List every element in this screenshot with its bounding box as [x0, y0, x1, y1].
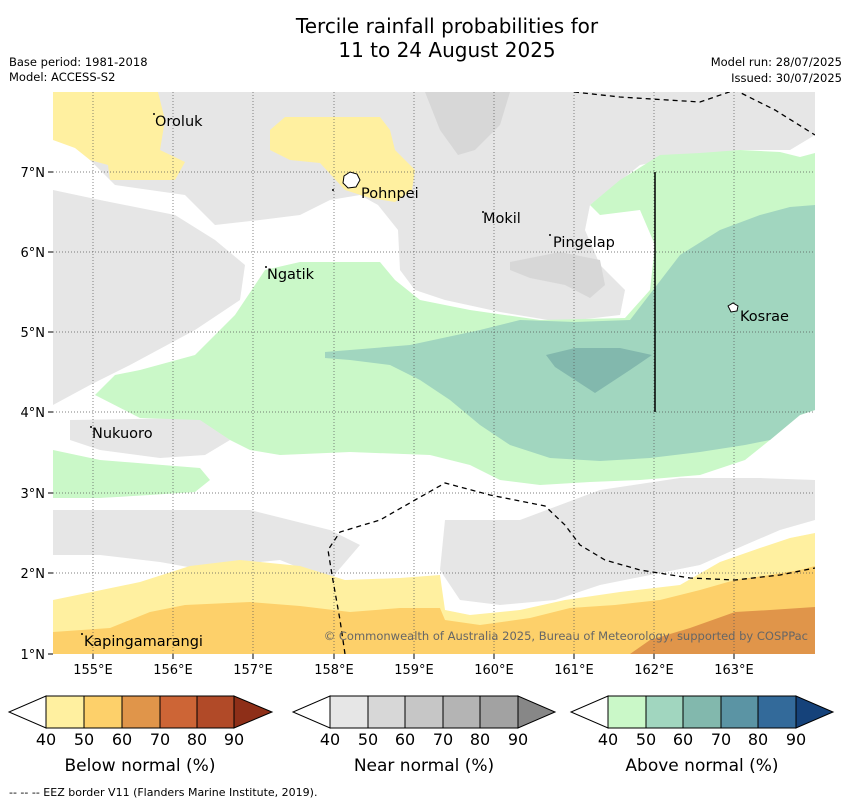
- place-label-pohnpei: Pohnpei: [361, 186, 419, 202]
- model-label: Model: ACCESS-S2: [9, 70, 116, 84]
- cb2-tick-90: 90: [507, 730, 529, 749]
- kosrae-island-outline: [727, 302, 739, 313]
- forecast-map: Oroluk Pohnpei Mokil Pingelap Ngatik Kos…: [21, 92, 815, 678]
- below-normal-region-oroluk: [53, 92, 185, 180]
- place-label-kosrae: Kosrae: [740, 309, 789, 325]
- colorbar-below-normal-swatch-3: [121, 695, 161, 729]
- lat-tick-1n: 1°N: [21, 648, 46, 663]
- lat-tick-2n: 2°N: [21, 567, 46, 582]
- colorbar-near-normal: [291, 695, 557, 729]
- colorbar-near-normal-swatch-2: [367, 695, 406, 729]
- cb2-tick-60: 60: [394, 730, 416, 749]
- above-normal-region-60: [546, 348, 652, 393]
- above-normal-region-west: [53, 450, 210, 498]
- lat-tick-6n: 6°N: [21, 246, 46, 261]
- lon-tick-163: 163°E: [714, 663, 754, 678]
- model-run-label: Model run: 28/07/2025: [710, 55, 842, 69]
- lon-tick-156: 156°E: [153, 663, 193, 678]
- colorbar-above-normal-swatch-2: [645, 695, 684, 729]
- colorbar-below-normal-swatch-1: [45, 695, 85, 729]
- near-normal-region-west: [53, 190, 245, 405]
- copyright-notice: © Commonwealth of Australia 2025, Bureau…: [324, 629, 808, 643]
- place-label-pingelap: Pingelap: [553, 235, 615, 251]
- place-label-oroluk: Oroluk: [155, 114, 203, 130]
- cb2-tick-50: 50: [357, 730, 379, 749]
- below-normal-region-south-50: [53, 566, 815, 654]
- colorbar-near-normal-swatch-4: [442, 695, 481, 729]
- lon-tick-161: 161°E: [554, 663, 594, 678]
- probability-fields: [53, 92, 815, 654]
- colorbar-below-normal-swatch-2: [83, 695, 123, 729]
- lat-tick-5n: 5°N: [21, 326, 46, 341]
- lon-tick-157: 157°E: [233, 663, 273, 678]
- colorbar-below-normal-label: Below normal (%): [64, 756, 216, 776]
- colorbar-above-normal-swatch-1: [607, 695, 647, 729]
- cb2-tick-40: 40: [319, 730, 341, 749]
- near-normal-region-north: [53, 92, 815, 322]
- colorbar-above-normal: [569, 695, 835, 729]
- colorbar-below-normal-swatch-4: [159, 695, 198, 729]
- colorbar-near-normal-swatch-5: [479, 695, 519, 729]
- cb3-tick-40: 40: [597, 730, 619, 749]
- lat-tick-7n: 7°N: [21, 166, 46, 181]
- island-dots: [81, 113, 551, 635]
- colorbar-near-normal-swatch-3: [404, 695, 444, 729]
- cb1-tick-90: 90: [223, 730, 245, 749]
- colorbar-near-normal-label: Near normal (%): [353, 756, 495, 776]
- title-line-2: 11 to 24 August 2025: [338, 38, 556, 62]
- colorbar-below-normal-swatch-5: [196, 695, 235, 729]
- place-label-ngatik: Ngatik: [267, 267, 315, 283]
- title-line-1: Tercile rainfall probabilities for: [295, 14, 599, 38]
- cb1-tick-70: 70: [149, 730, 171, 749]
- cb1-tick-80: 80: [186, 730, 208, 749]
- eez-footnote: -- -- -- EEZ border V11 (Flanders Marine…: [9, 786, 318, 799]
- graticule: [53, 92, 815, 654]
- pohnpei-island-outline: [342, 171, 361, 189]
- lon-tick-159: 159°E: [394, 663, 434, 678]
- lat-tick-4n: 4°N: [21, 406, 46, 421]
- place-label-nukuoro: Nukuoro: [92, 426, 153, 442]
- lat-tick-3n: 3°N: [21, 487, 46, 502]
- lon-tick-162: 162°E: [634, 663, 674, 678]
- cb1-tick-60: 60: [111, 730, 133, 749]
- cb3-tick-60: 60: [672, 730, 694, 749]
- near-normal-region-darker-1: [425, 92, 510, 155]
- cb3-tick-80: 80: [747, 730, 769, 749]
- colorbar-above-normal-swatch-3: [682, 695, 722, 729]
- colorbar-above-normal-swatch-5: [757, 695, 797, 729]
- near-normal-region-south: [53, 510, 360, 580]
- colorbar-above-normal-swatch-6: [795, 695, 835, 729]
- place-label-kapingamarangi: Kapingamarangi: [84, 634, 203, 650]
- near-normal-region-darker-2: [510, 252, 605, 298]
- below-normal-region-pohnpei: [270, 117, 415, 202]
- colorbar-near-normal-swatch-6: [517, 695, 557, 729]
- cb3-tick-70: 70: [710, 730, 732, 749]
- lon-tick-160: 160°E: [474, 663, 514, 678]
- cb3-tick-50: 50: [635, 730, 657, 749]
- base-period-label: Base period: 1981-2018: [9, 55, 148, 69]
- cb2-tick-80: 80: [469, 730, 491, 749]
- below-normal-region-south-60: [630, 607, 815, 654]
- lon-tick-158: 158°E: [314, 663, 354, 678]
- cb2-tick-70: 70: [432, 730, 454, 749]
- near-normal-region-southwest: [70, 418, 230, 458]
- eez-border: [327, 92, 815, 654]
- cb1-tick-40: 40: [35, 730, 57, 749]
- colorbar-above-normal-label: Above normal (%): [625, 756, 779, 776]
- colorbar-above-normal-swatch-4: [720, 695, 759, 729]
- colorbar-near-normal-swatch-1: [329, 695, 369, 729]
- issued-label: Issued: 30/07/2025: [731, 71, 842, 85]
- cb1-tick-50: 50: [73, 730, 95, 749]
- lon-tick-155: 155°E: [73, 663, 113, 678]
- place-label-mokil: Mokil: [483, 211, 521, 227]
- colorbar-below-normal: [7, 695, 274, 729]
- cb3-tick-90: 90: [785, 730, 807, 749]
- above-normal-region-50: [325, 205, 815, 461]
- colorbar-below-normal-swatch-6: [233, 695, 274, 729]
